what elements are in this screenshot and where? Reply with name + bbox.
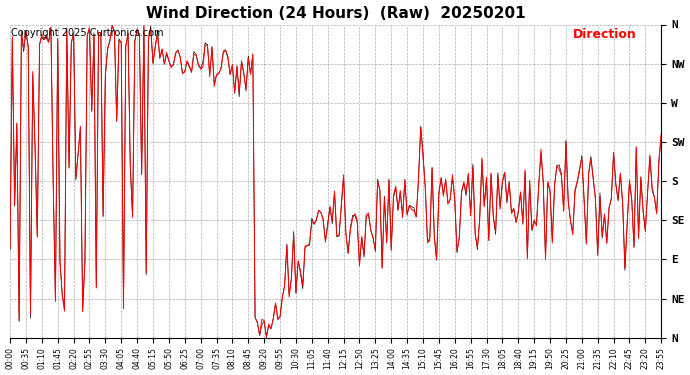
Text: Copyright 2025 Curtronics.com: Copyright 2025 Curtronics.com <box>11 28 164 38</box>
Title: Wind Direction (24 Hours)  (Raw)  20250201: Wind Direction (24 Hours) (Raw) 20250201 <box>146 6 526 21</box>
Text: Direction: Direction <box>573 28 637 40</box>
